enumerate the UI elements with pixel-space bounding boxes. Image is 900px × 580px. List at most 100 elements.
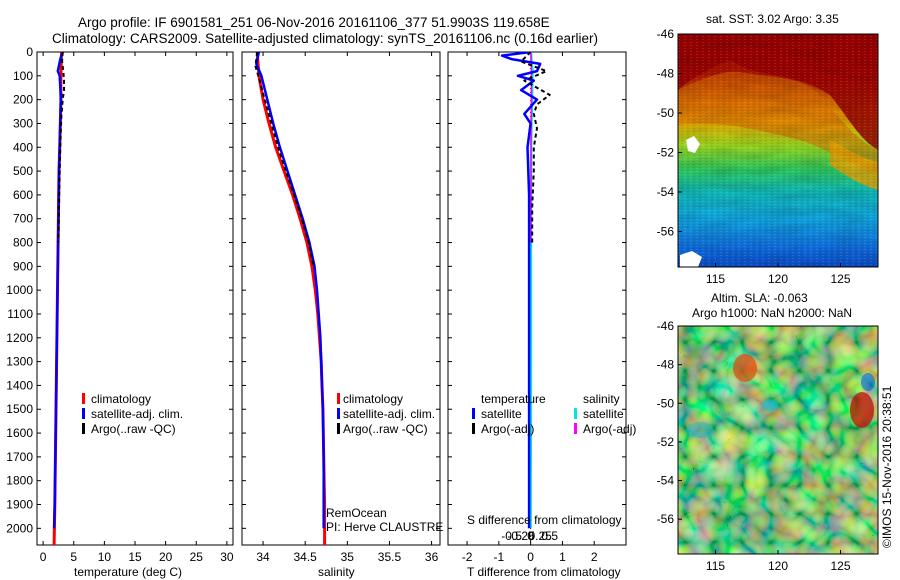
x-tick-label: 30 bbox=[220, 550, 234, 564]
annotation-pi: PI: Herve CLAUSTRE bbox=[326, 520, 443, 534]
imos-timestamp: ©IMOS 15-Nov-2016 20:38:51 bbox=[880, 385, 894, 548]
y-tick-label: 1100 bbox=[7, 307, 33, 321]
temperature-legend: climatology satellite-adj. clim. Argo(..… bbox=[82, 392, 183, 436]
annotation-project: RemOcean bbox=[326, 506, 387, 520]
y-tick-label: -52 bbox=[657, 435, 675, 449]
x-tick-label: 35 bbox=[341, 550, 355, 564]
y-tick-label: 700 bbox=[13, 212, 33, 226]
x-tick-label: 36 bbox=[425, 550, 439, 564]
legend-header-salinity: salinity bbox=[583, 392, 620, 406]
sla-texture bbox=[678, 326, 878, 554]
y-tick-label: -56 bbox=[657, 512, 675, 526]
legend-label-satellite: satellite-adj. clim. bbox=[91, 407, 183, 421]
x-tick-label: 125 bbox=[830, 272, 850, 286]
x-tick-label: 20 bbox=[159, 550, 173, 564]
sla-anomaly-positive bbox=[733, 354, 757, 382]
s-tick-label: 0.25 bbox=[528, 529, 552, 543]
legend-label-t-satellite: satellite bbox=[481, 407, 522, 421]
y-tick-label: 500 bbox=[13, 164, 33, 178]
x-tick-label: 2 bbox=[591, 550, 598, 564]
x-tick-label: 25 bbox=[190, 550, 204, 564]
y-tick-label: 1800 bbox=[6, 474, 33, 488]
series-t-argo-line bbox=[520, 52, 551, 243]
legend-label-climatology: climatology bbox=[91, 392, 151, 406]
y-tick-label: 100 bbox=[13, 69, 33, 83]
y-tick-label: 900 bbox=[13, 259, 33, 273]
salinity-panel: 34 34.5 35 35.5 36 climatology satellite-adj… bbox=[241, 51, 443, 579]
s-difference-xlabel: S difference from climatology bbox=[467, 513, 622, 527]
sst-missing-data-patch bbox=[686, 136, 700, 153]
legend-label-t-argo: Argo(-adj) bbox=[481, 422, 534, 436]
difference-axes bbox=[447, 51, 627, 546]
legend-swatch-t-satellite bbox=[472, 408, 475, 419]
legend-swatch-climatology bbox=[337, 393, 340, 404]
legend-swatch-t-argo bbox=[472, 423, 475, 434]
legend-swatch-argo bbox=[82, 423, 85, 434]
y-tick-label: -46 bbox=[657, 319, 675, 333]
x-tick-label: 15 bbox=[128, 550, 142, 564]
temperature-panel: 0 5 10 15 20 25 300100200300400500600700800900… bbox=[6, 45, 234, 579]
temperature-series bbox=[52, 52, 65, 545]
y-tick-label: -48 bbox=[657, 66, 675, 80]
y-tick-label: -50 bbox=[657, 396, 675, 410]
sla-map-title-line2: Argo h1000: NaN h2000: NaN bbox=[692, 306, 852, 320]
sla-anomaly-negative bbox=[762, 399, 778, 411]
series-t-satellite-line bbox=[500, 52, 542, 529]
sst-map-axis-ticks: 115 120 125 -46 -48 -50 -52 -54 -56 bbox=[657, 27, 851, 286]
t-difference-xlabel: T difference from climatology bbox=[467, 565, 621, 579]
legend-swatch-argo bbox=[337, 423, 340, 434]
sla-map-panel: Altim. SLA: -0.063 Argo h1000: NaN h2000… bbox=[657, 291, 879, 573]
x-tick-label: 120 bbox=[768, 559, 788, 573]
y-tick-label: 800 bbox=[13, 236, 33, 250]
s-tick-label: -0.25 bbox=[507, 529, 535, 543]
x-tick-label: 34 bbox=[256, 550, 270, 564]
y-tick-label: 600 bbox=[13, 188, 33, 202]
y-tick-label: 1700 bbox=[6, 450, 33, 464]
salinity-axes bbox=[241, 51, 441, 546]
legend-swatch-s-satellite bbox=[574, 408, 577, 419]
legend-label-climatology: climatology bbox=[343, 392, 403, 406]
x-tick-label: 0 bbox=[527, 550, 534, 564]
x-tick-label: 1 bbox=[559, 550, 566, 564]
sla-map-axis-ticks: 115 120 125 -46 -48 -50 -52 -54 -56 bbox=[657, 319, 851, 573]
legend-label-argo: Argo(..raw -QC) bbox=[343, 422, 428, 436]
y-tick-label: 200 bbox=[13, 93, 33, 107]
temperature-axis-ticks: 0 5 10 15 20 25 300100200300400500600700800900… bbox=[6, 45, 234, 564]
s-tick-label: 0.5 bbox=[541, 529, 558, 543]
sla-anomaly-negative bbox=[686, 422, 714, 438]
y-tick-label: -52 bbox=[657, 145, 675, 159]
legend-label-satellite: satellite-adj. clim. bbox=[343, 407, 435, 421]
x-tick-label: 115 bbox=[706, 559, 725, 573]
y-tick-label: 1500 bbox=[6, 402, 33, 416]
y-tick-label: 1600 bbox=[6, 426, 33, 440]
sst-map-title: sat. SST: 3.02 Argo: 3.35 bbox=[706, 12, 839, 26]
y-tick-label: -46 bbox=[657, 27, 675, 41]
sla-anomaly-positive bbox=[850, 392, 874, 428]
legend-header-temperature: temperature bbox=[481, 392, 546, 406]
salinity-axis-ticks: 34 34.5 35 35.5 36 bbox=[242, 51, 440, 564]
x-tick-label: 125 bbox=[830, 559, 850, 573]
x-tick-label: 0 bbox=[40, 550, 47, 564]
legend-swatch-s-argo bbox=[574, 423, 577, 434]
sla-anomaly-negative bbox=[861, 373, 875, 391]
chart-title-line2: Climatology: CARS2009. Satellite-adjuste… bbox=[52, 31, 598, 46]
salinity-series bbox=[254, 52, 327, 545]
y-tick-label: -54 bbox=[657, 185, 675, 199]
y-tick-label: 1300 bbox=[6, 355, 33, 369]
legend-label-argo: Argo(..raw -QC) bbox=[91, 422, 176, 436]
difference-series bbox=[500, 52, 551, 545]
temperature-axes bbox=[36, 51, 234, 546]
y-tick-label: 1900 bbox=[6, 498, 33, 512]
legend-swatch-satellite bbox=[82, 408, 85, 419]
y-tick-label: 0 bbox=[26, 45, 33, 59]
s-tick-label: -0.5 bbox=[501, 529, 522, 543]
x-tick-label: 120 bbox=[768, 272, 788, 286]
x-tick-label: 34.5 bbox=[294, 550, 318, 564]
legend-label-s-argo: Argo(-adj) bbox=[583, 422, 636, 436]
x-tick-label: -1 bbox=[494, 550, 505, 564]
y-tick-label: 1200 bbox=[6, 331, 33, 345]
salinity-legend: climatology satellite-adj. clim. Argo(..… bbox=[337, 392, 435, 436]
sst-noise bbox=[678, 34, 878, 267]
